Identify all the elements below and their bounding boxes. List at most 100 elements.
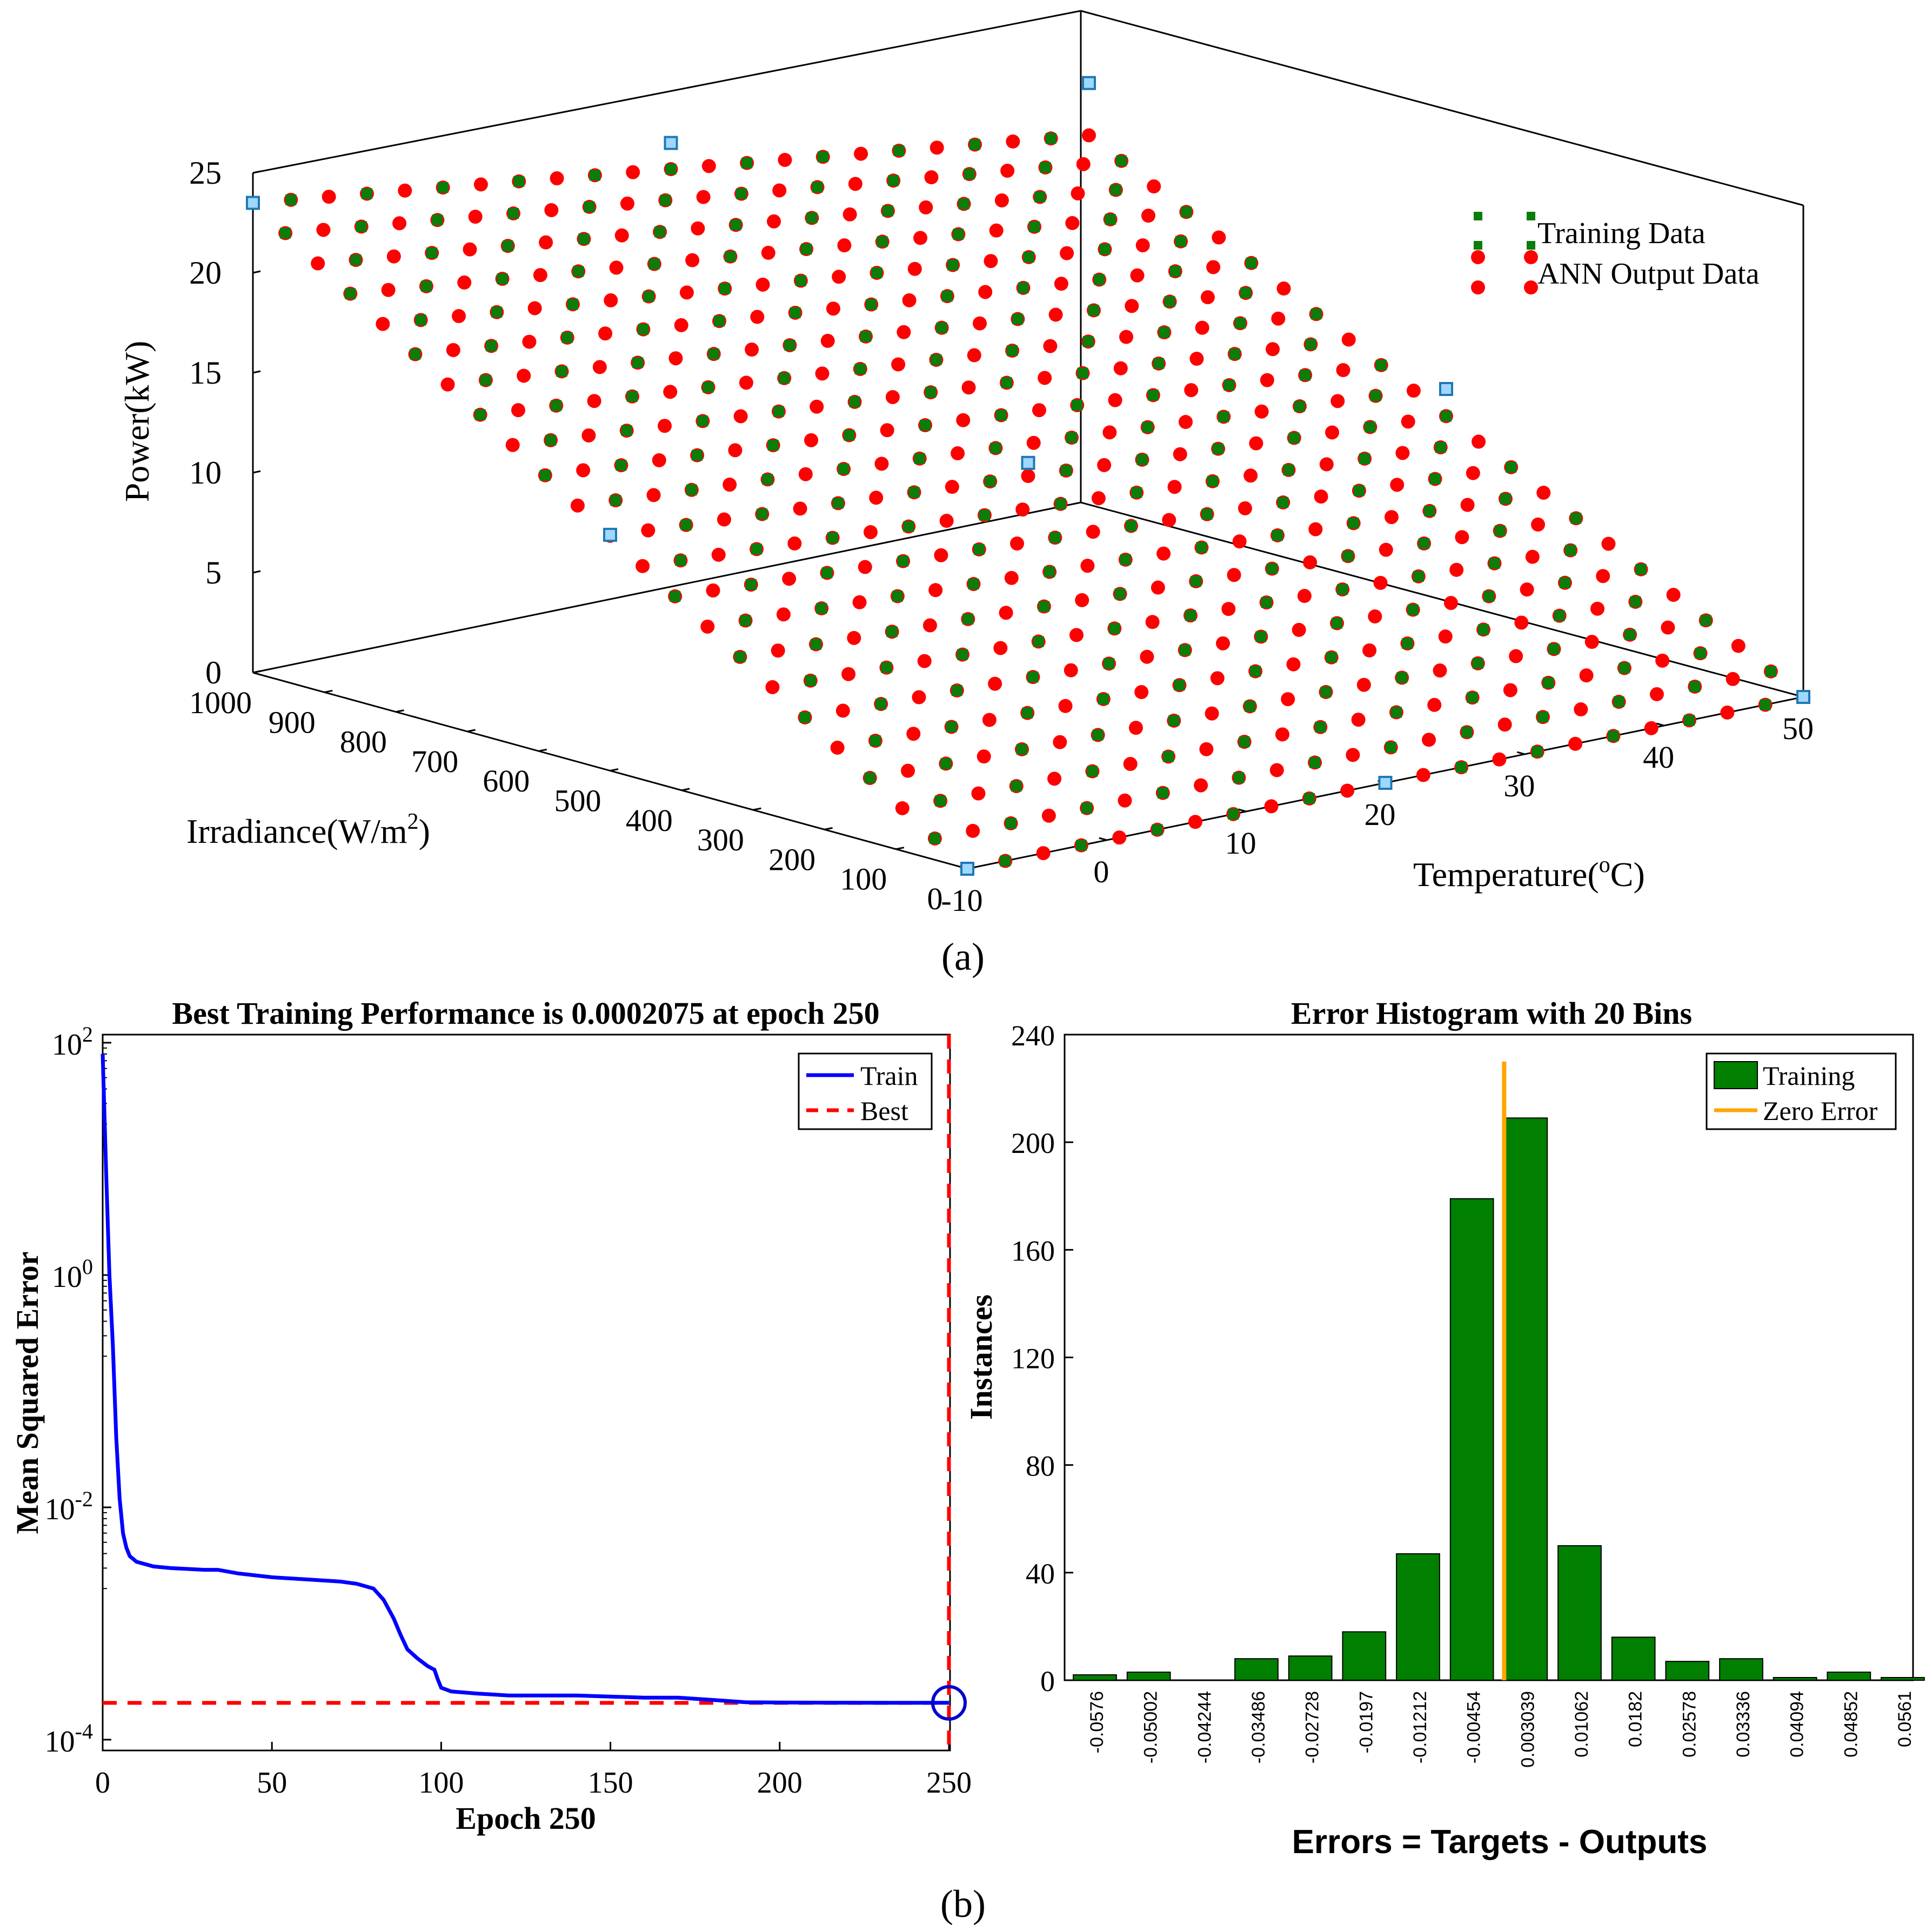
power-tick-mark <box>252 170 261 174</box>
training-data-point <box>1094 274 1105 285</box>
ann-output-point <box>614 228 629 243</box>
ann-output-point <box>1254 404 1269 419</box>
legend-training-label: Training Data <box>1537 217 1706 250</box>
training-data-point <box>725 251 736 262</box>
histogram-y-tick-label: 240 <box>1011 1019 1055 1052</box>
training-data-point <box>1185 610 1196 621</box>
training-data-point <box>1038 601 1049 612</box>
ann-output-point <box>706 583 720 598</box>
histogram-x-tick-label: -0.04244 <box>1194 1691 1215 1763</box>
irradiance-tick-label: 400 <box>626 803 673 838</box>
ann-output-point <box>1118 793 1132 808</box>
training-data-point <box>1005 817 1017 829</box>
training-data-point <box>1310 308 1322 320</box>
ann-output-point <box>1720 705 1735 720</box>
training-data-point <box>1153 358 1165 369</box>
ann-output-point <box>798 467 813 481</box>
ann-output-point <box>1601 536 1616 551</box>
training-data-point <box>784 339 795 351</box>
training-data-point <box>480 374 491 386</box>
ann-output-point <box>527 301 542 316</box>
training-data-point <box>1228 808 1239 820</box>
ann-output-point <box>907 261 922 276</box>
training-data-point <box>1104 658 1115 669</box>
training-data-point <box>898 555 909 567</box>
scatter-points <box>246 128 1810 876</box>
training-data-point <box>1126 520 1136 532</box>
ann-output-point <box>1076 157 1091 171</box>
training-data-point <box>1472 658 1483 669</box>
highlighted-data-point <box>1021 455 1035 470</box>
training-data-point <box>1120 554 1131 565</box>
training-data-point <box>1548 643 1560 655</box>
temperature-tick-label: 0 <box>1093 854 1109 889</box>
ann-output-point <box>906 727 921 741</box>
histogram-x-tick-label: -0.0197 <box>1356 1691 1376 1753</box>
ann-output-point <box>1112 830 1127 845</box>
ann-output-point <box>776 607 791 622</box>
training-data-point <box>871 267 882 279</box>
temperature-tick-mark <box>1516 751 1525 755</box>
ann-output-point <box>440 377 455 392</box>
performance-x-tick-label: 200 <box>757 1766 802 1800</box>
ann-output-point <box>728 443 743 458</box>
training-data-point <box>1532 746 1543 757</box>
histogram-x-tick-label: -0.05002 <box>1141 1691 1161 1763</box>
training-data-point <box>638 324 649 335</box>
ann-output-point <box>1379 542 1393 557</box>
ann-output-point <box>1064 663 1078 677</box>
performance-y-tick-label: 100 <box>52 1255 93 1294</box>
ann-output-point <box>626 165 640 179</box>
training-data-point <box>1294 401 1305 412</box>
training-data-point <box>1131 487 1142 498</box>
ann-output-point <box>604 293 618 307</box>
irradiance-tick-label: 200 <box>768 842 815 877</box>
training-data-point <box>799 712 811 723</box>
ann-output-point <box>1147 179 1161 194</box>
ann-output-point <box>1128 721 1143 735</box>
histogram-x-tick-label: -0.02728 <box>1302 1691 1323 1763</box>
training-data-point <box>805 675 816 686</box>
ann-output-point <box>1568 736 1583 751</box>
training-data-point <box>734 651 746 662</box>
histogram-bars <box>1073 1117 1925 1681</box>
tick-base: 10 <box>45 1493 75 1526</box>
ann-output-point <box>511 403 525 418</box>
training-data-point <box>486 340 497 352</box>
ann-output-point <box>1141 209 1155 223</box>
ann-output-point <box>674 318 688 332</box>
ann-output-point <box>1069 628 1084 642</box>
training-data-point <box>350 254 362 266</box>
histogram-x-tick-label: -0.00454 <box>1464 1691 1484 1763</box>
training-data-point <box>1320 686 1332 697</box>
ann-output-point <box>1162 513 1176 527</box>
training-data-point <box>1419 538 1430 549</box>
irradiance-tick-mark <box>610 768 619 772</box>
training-data-point <box>697 415 708 427</box>
training-data-point <box>1630 596 1641 607</box>
ann-output-point <box>841 667 856 681</box>
histogram-x-tick-label: 0.03336 <box>1733 1691 1754 1757</box>
ann-output-point <box>1385 510 1399 525</box>
ann-output-point <box>750 310 765 324</box>
histogram-x-tick-label: -0.01212 <box>1410 1691 1430 1763</box>
panel-a-label: (a) <box>941 935 985 978</box>
training-data-point <box>1365 421 1376 433</box>
ann-output-point <box>1264 799 1279 814</box>
training-data-point <box>811 639 821 650</box>
ann-output-point <box>1346 748 1360 762</box>
panel-b-label: (b) <box>940 1882 986 1926</box>
ann-output-point <box>956 413 971 427</box>
histogram-legend: Training Zero Error <box>1706 1052 1897 1130</box>
ann-output-point <box>1238 501 1252 515</box>
ann-output-point <box>587 394 601 408</box>
training-data-point <box>1169 266 1181 277</box>
histogram-bar <box>1665 1661 1710 1681</box>
training-data-point <box>1011 780 1022 791</box>
ann-output-point <box>913 231 928 245</box>
training-data-point <box>1114 588 1126 600</box>
training-data-point <box>1001 377 1012 388</box>
ann-output-point <box>891 357 906 372</box>
ann-output-point <box>322 190 336 204</box>
